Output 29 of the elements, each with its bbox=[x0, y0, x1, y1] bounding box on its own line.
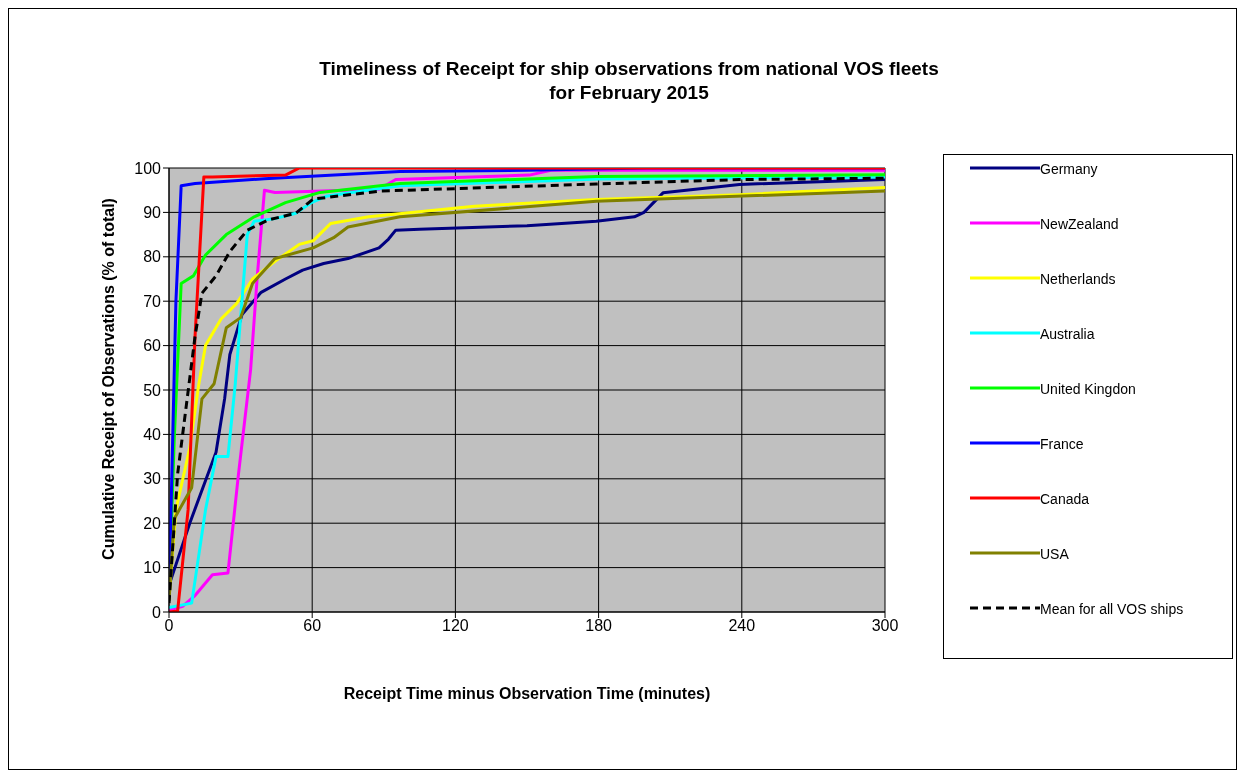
y-tick-label: 20 bbox=[143, 514, 162, 532]
legend-label: Germany bbox=[1040, 160, 1099, 179]
legend-label: Netherlands bbox=[1040, 270, 1117, 289]
y-tick-label: 80 bbox=[143, 248, 162, 266]
y-tick-label: 90 bbox=[143, 204, 162, 222]
y-tick-label: 70 bbox=[143, 292, 162, 310]
y-axis-title: Cumulative Receipt of Observations (% of total) bbox=[99, 197, 118, 562]
legend-label: USA bbox=[1040, 545, 1070, 564]
x-tick-label: 300 bbox=[871, 617, 899, 635]
x-tick-label: 240 bbox=[728, 617, 756, 635]
chart-title: Timeliness of Receipt for ship observations from national VOS fleets for February 2015 bbox=[318, 57, 940, 105]
y-tick-label: 10 bbox=[143, 559, 162, 577]
y-tick-label: 30 bbox=[143, 470, 162, 488]
x-tick-label: 120 bbox=[442, 617, 469, 635]
y-tick-label: 0 bbox=[152, 603, 162, 621]
legend-label: NewZealand bbox=[1040, 215, 1120, 234]
x-tick-label: 180 bbox=[585, 617, 613, 635]
legend-label: Canada bbox=[1040, 490, 1091, 509]
x-tick-label: 0 bbox=[164, 617, 174, 635]
x-axis-title: Receipt Time minus Observation Time (minutes) bbox=[342, 685, 712, 703]
legend-label: Australia bbox=[1040, 325, 1096, 344]
y-tick-label: 100 bbox=[134, 159, 162, 177]
y-tick-label: 50 bbox=[143, 381, 162, 399]
x-tick-label: 60 bbox=[303, 617, 322, 635]
legend-label: United Kingdon bbox=[1040, 380, 1137, 399]
legend-label: France bbox=[1040, 435, 1085, 454]
y-tick-label: 60 bbox=[143, 337, 162, 355]
legend-label: Mean for all VOS ships bbox=[1040, 600, 1185, 619]
y-tick-label: 40 bbox=[143, 426, 162, 444]
